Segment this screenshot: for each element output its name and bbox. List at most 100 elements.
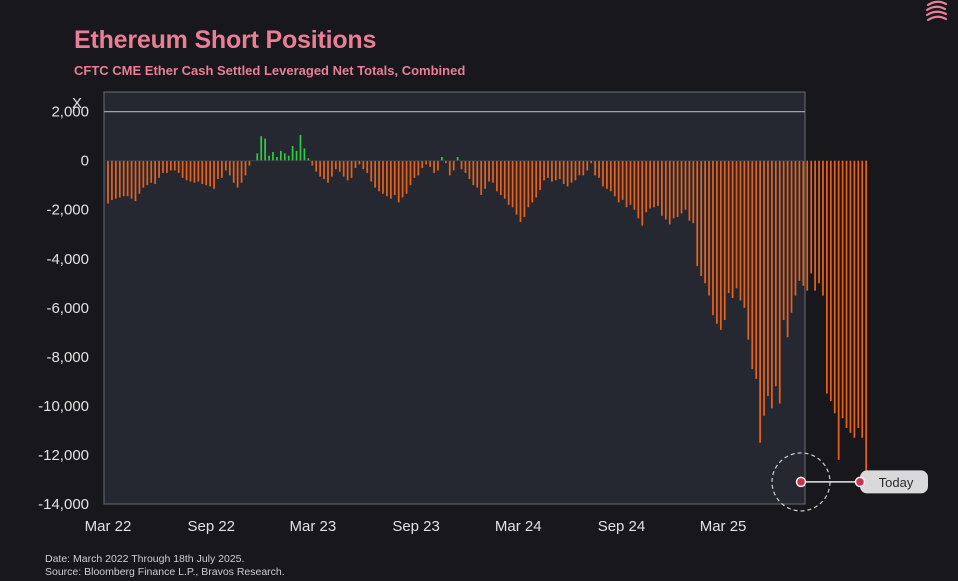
- bar: [350, 160, 353, 178]
- bar: [641, 160, 644, 226]
- today-marker: [795, 476, 807, 488]
- bar: [260, 136, 263, 161]
- bar: [409, 160, 412, 186]
- bar: [551, 160, 553, 182]
- x-tick-label: Mar 24: [495, 518, 542, 535]
- bar: [358, 160, 361, 165]
- bar: [782, 160, 785, 321]
- y-tick-label: -10,000: [38, 398, 89, 415]
- bar: [452, 160, 455, 171]
- bar: [771, 160, 773, 409]
- bar: [268, 155, 270, 161]
- bar: [334, 160, 337, 170]
- bar: [468, 160, 471, 180]
- bar: [111, 160, 113, 200]
- bar: [323, 160, 325, 180]
- plot-area: [103, 91, 806, 505]
- bar: [645, 160, 648, 213]
- bar: [362, 160, 365, 170]
- bar: [295, 150, 298, 161]
- bar: [704, 160, 706, 284]
- x-tick-label: Mar 25: [700, 518, 747, 535]
- bar: [378, 160, 380, 192]
- bar: [389, 160, 392, 199]
- bar: [331, 160, 333, 177]
- bar: [311, 160, 314, 166]
- bar: [342, 160, 345, 177]
- bar: [374, 160, 376, 188]
- bar: [853, 160, 856, 438]
- bar: [849, 160, 852, 433]
- bar: [213, 160, 215, 189]
- chart-title: Ethereum Short Positions: [74, 26, 377, 54]
- bar: [276, 156, 278, 161]
- bar: [492, 160, 494, 183]
- bar: [735, 160, 738, 289]
- bar: [865, 160, 868, 482]
- x-axis-ticks: Mar 22 Sep 22 Mar 23 Sep 23 Mar 24 Sep 24 Mar …: [85, 518, 747, 535]
- y-tick-label: -14,000: [38, 496, 89, 513]
- bar: [437, 160, 439, 171]
- bar: [806, 160, 809, 291]
- bar: [488, 160, 490, 182]
- bar: [221, 160, 223, 178]
- y-axis-ticks: 2,000 0 -2,000 -4,000 -6,000 -8,000 -10,000 -12…: [38, 104, 89, 513]
- bar: [507, 160, 510, 205]
- bar: [382, 160, 384, 194]
- y-tick-label: 0: [81, 153, 89, 170]
- bar: [633, 160, 636, 210]
- bar: [315, 160, 318, 172]
- bar: [503, 160, 506, 199]
- bar: [747, 160, 750, 340]
- x-tick-label: Sep 22: [187, 518, 235, 535]
- bar: [716, 160, 718, 324]
- bar: [547, 160, 549, 178]
- bar: [582, 160, 585, 176]
- x-tick-label: Sep 24: [598, 518, 646, 535]
- bar: [625, 160, 628, 208]
- bar: [684, 160, 687, 210]
- bar: [527, 160, 530, 208]
- bar: [366, 160, 369, 173]
- bar: [786, 160, 789, 338]
- x-tick-label: Mar 23: [289, 518, 336, 535]
- bar: [354, 160, 357, 169]
- bar: [166, 160, 168, 173]
- bar: [594, 160, 596, 176]
- bar: [193, 160, 196, 183]
- bar: [185, 160, 188, 181]
- bar: [283, 153, 286, 161]
- bar: [142, 160, 145, 188]
- bar: [287, 155, 290, 161]
- bar: [539, 160, 541, 191]
- bar: [602, 160, 604, 187]
- bar: [405, 160, 408, 194]
- bar: [739, 160, 742, 301]
- bar: [562, 160, 565, 184]
- bar: [778, 160, 781, 404]
- bar: [826, 160, 828, 394]
- bar: [668, 160, 671, 225]
- bar: [158, 160, 160, 178]
- bar: [790, 160, 793, 313]
- bar: [150, 160, 153, 183]
- bar: [205, 160, 208, 186]
- bar: [857, 160, 860, 428]
- bar: [606, 160, 608, 189]
- bar-series: [107, 134, 868, 482]
- bar: [767, 160, 769, 397]
- bar: [240, 160, 243, 183]
- bar: [657, 160, 659, 207]
- bar: [421, 160, 424, 169]
- bar: [319, 160, 321, 177]
- bar: [822, 160, 824, 296]
- bar: [480, 160, 483, 195]
- bar: [598, 160, 600, 178]
- bar: [543, 160, 545, 181]
- bar: [570, 160, 573, 183]
- bar: [845, 160, 848, 428]
- bar: [763, 160, 765, 416]
- bar: [719, 160, 722, 330]
- bar: [244, 160, 247, 176]
- bar: [209, 160, 211, 187]
